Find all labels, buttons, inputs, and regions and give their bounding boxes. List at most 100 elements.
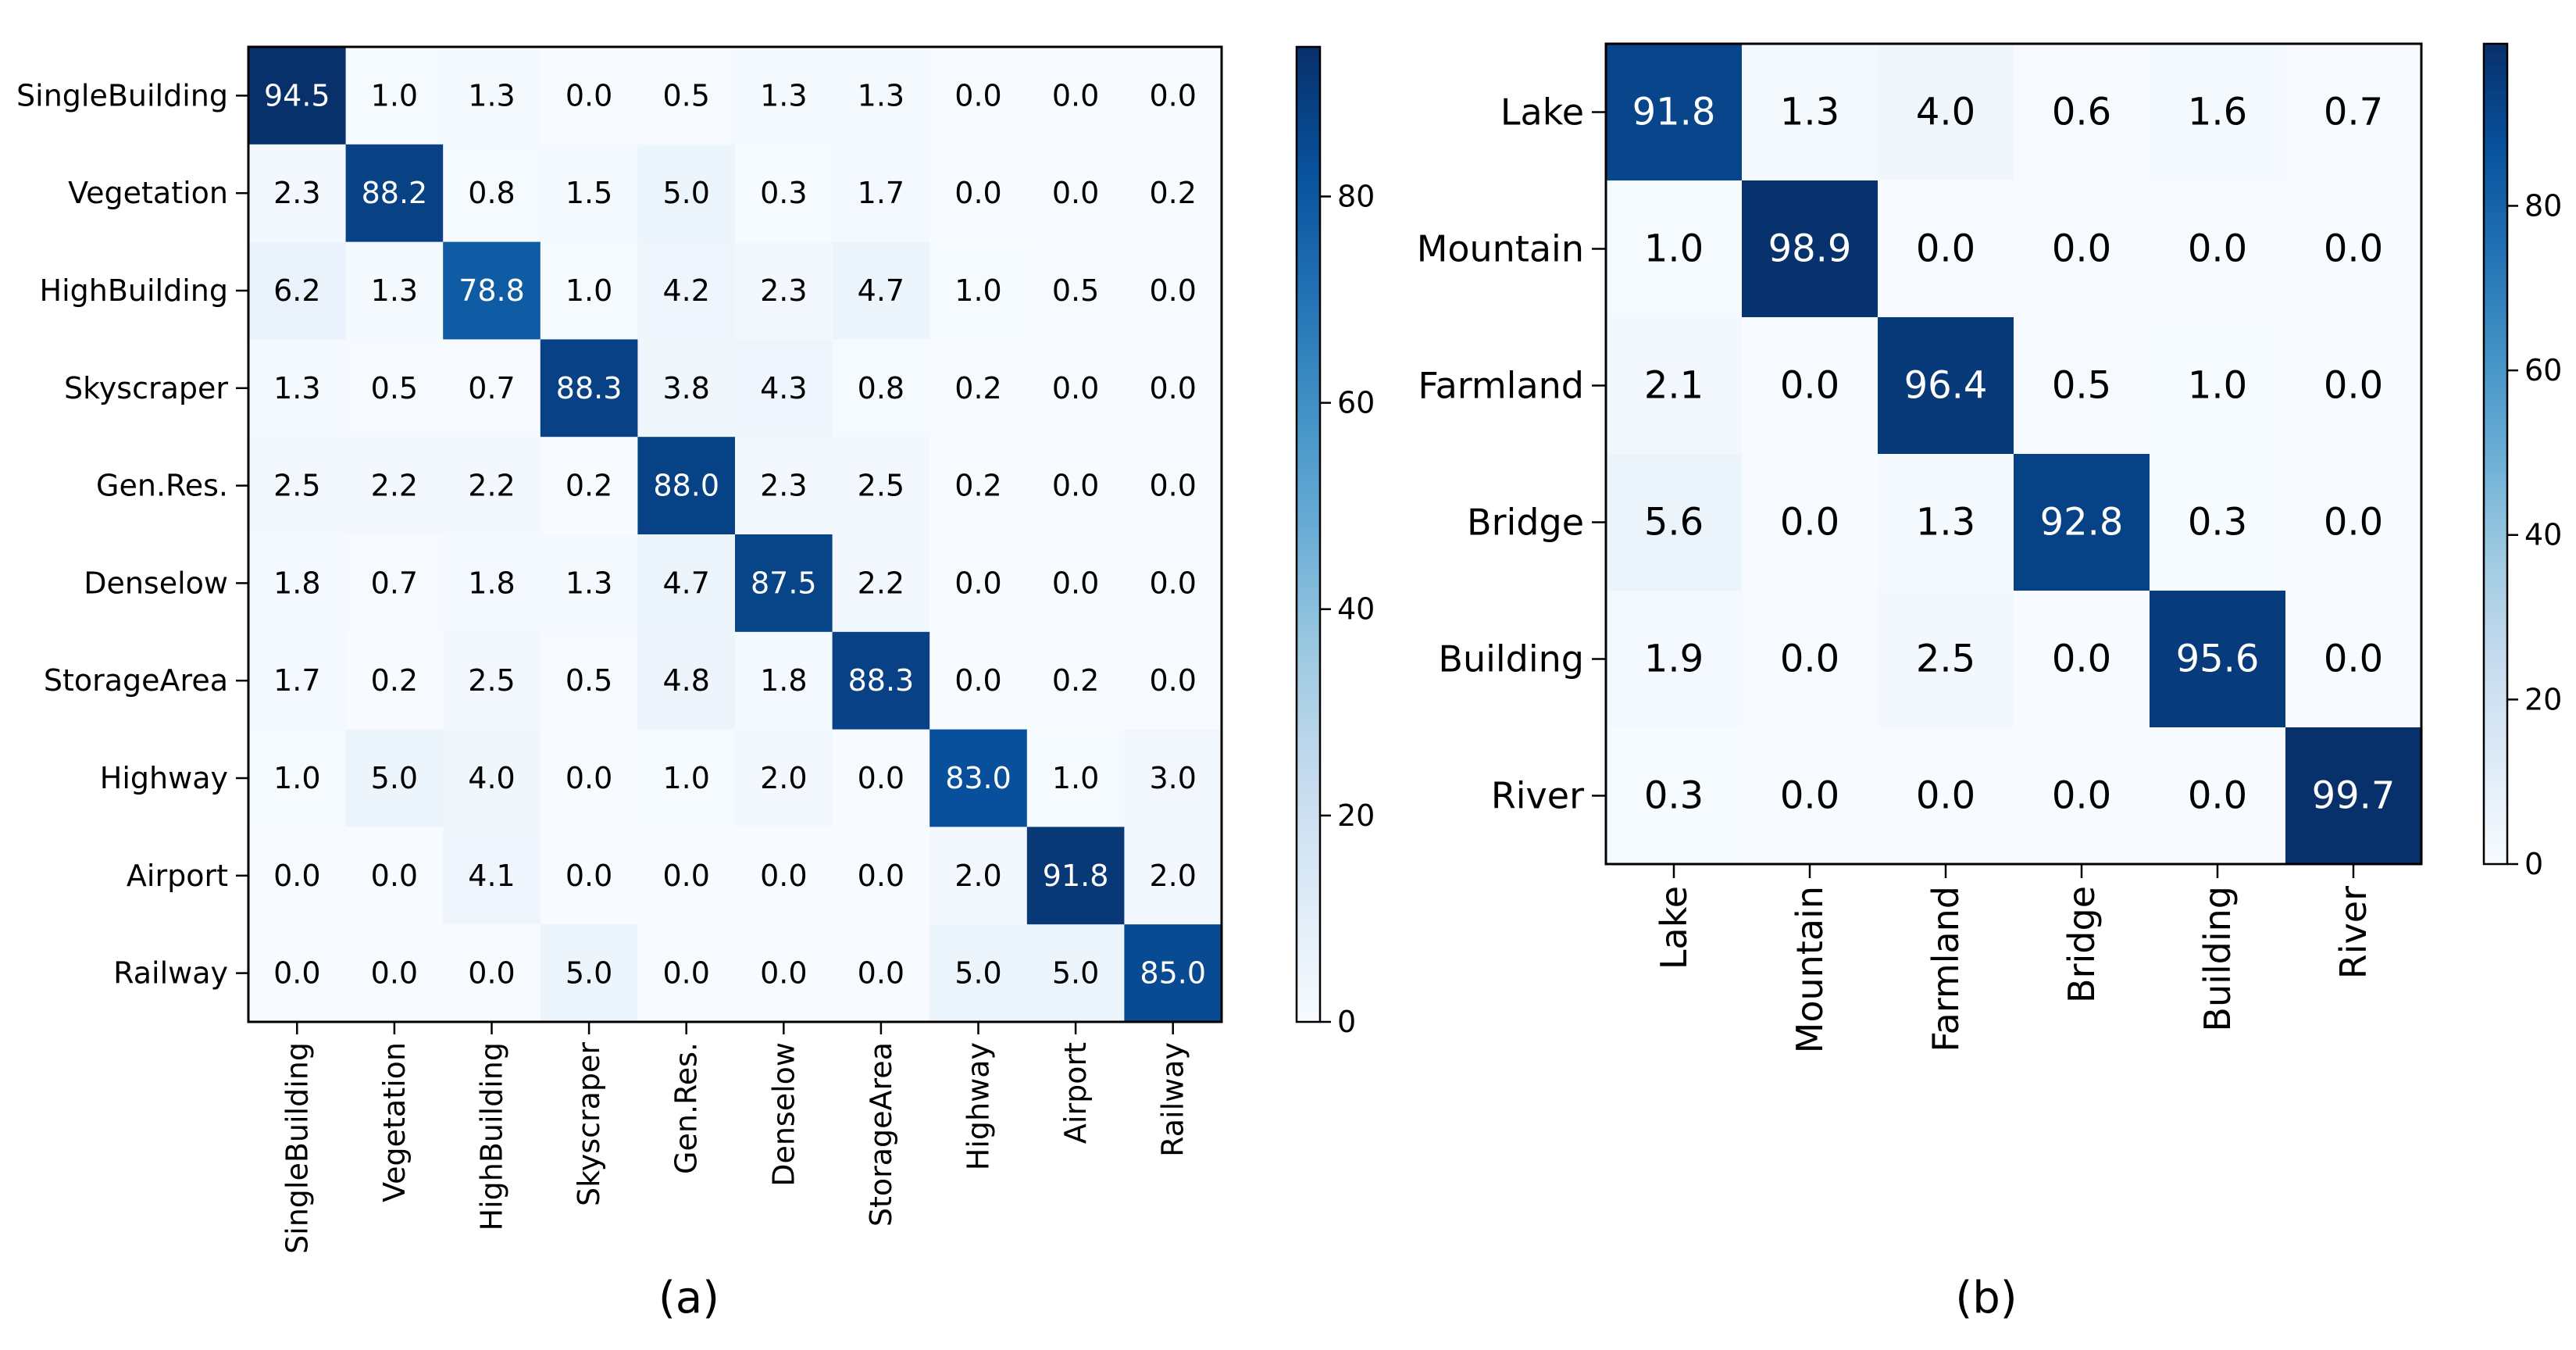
heatmap-cell [1026,339,1125,438]
heatmap-cell [443,144,541,243]
heatmap-cell [1124,241,1222,340]
cell-value-label: 0.0 [566,78,612,112]
heatmap-cell [1878,591,2014,728]
cell-value-label: 4.0 [468,761,515,795]
y-tick-label-storagearea: StorageArea [44,663,228,698]
heatmap-cell [345,241,444,340]
heatmap-cell [443,729,541,827]
cell-value-label: 4.0 [1916,91,1975,134]
y-tick-label-airport: Airport [127,859,228,893]
heatmap-cell [1124,729,1222,827]
heatmap-cell [1742,591,1878,728]
cell-value-label: 2.3 [760,469,807,503]
y-tick-label-skyscraper: Skyscraper [64,371,228,405]
heatmap-cell [929,534,1028,633]
heatmap-cell [735,631,833,730]
heatmap-cell [2014,44,2150,181]
cell-value-label: 0.0 [662,859,709,893]
cell-value-label: 0.0 [2052,638,2111,681]
cell-value-label: 1.0 [2188,364,2247,408]
cell-value-label: 0.0 [1149,663,1196,698]
heatmap-cell [540,437,638,535]
confusion-matrix-a: 94.5 1.0 1.3 0.0 0.5 1.3 1.3 0.0 0.0 0.0 2.3 88.2 0.… [16,45,1223,1254]
heatmap-cell [929,437,1028,535]
cell-value-label: 1.8 [468,566,515,600]
heatmap-cell [735,924,833,1023]
heatmap-cell [248,47,347,145]
cell-value-label: 0.7 [2324,91,2383,134]
heatmap-cell [443,47,541,145]
heatmap-cell [1124,827,1222,925]
cell-value-label: 5.6 [1644,501,1704,545]
cell-value-label: 88.3 [556,371,623,405]
cell-value-label: 5.0 [1052,956,1099,991]
cell-value-label: 0.0 [1780,501,1839,545]
cell-value-label: 2.1 [1644,364,1704,408]
cell-value-label: 0.2 [1052,663,1099,698]
heatmap-cell [929,241,1028,340]
cell-value-label: 2.2 [371,469,418,503]
cell-value-label: 2.5 [273,469,320,503]
cell-value-label: 0.2 [954,371,1001,405]
cell-value-label: 0.0 [954,78,1001,112]
heatmap-cell [1742,317,1878,455]
heatmap-cell [2014,591,2150,728]
heatmap-cell [735,534,833,633]
heatmap-cell [1606,727,1743,865]
cell-value-label: 91.8 [1632,91,1716,134]
heatmap-cell [1026,534,1125,633]
cell-value-label: 0.0 [2324,227,2383,271]
cell-value-label: 0.3 [2188,501,2247,545]
cell-value-label: 0.0 [760,956,807,991]
cell-value-label: 87.5 [751,566,817,600]
cell-value-label: 4.1 [468,859,515,893]
heatmap-cell [929,924,1028,1023]
cell-value-label: 0.2 [954,469,1001,503]
heatmap-cell [1878,727,2014,865]
cell-value-label: 85.0 [1140,956,1206,991]
cell-value-label: 2.0 [1149,859,1196,893]
y-tick-label-river: River [1491,775,1584,817]
heatmap-cell [1124,339,1222,438]
heatmap-cell [2150,727,2286,865]
heatmap-cell [832,924,930,1023]
cell-value-label: 1.8 [273,566,320,600]
cell-value-label: 0.5 [662,78,709,112]
cell-value-label: 0.0 [566,859,612,893]
cell-value-label: 0.0 [1052,371,1099,405]
heatmap-cell [1606,180,1743,318]
cell-value-label: 0.0 [1916,774,1975,818]
y-tick-label-bridge: Bridge [1467,502,1584,544]
cell-value-label: 1.0 [273,761,320,795]
heatmap-cell [637,631,736,730]
heatmap-cell [735,729,833,827]
cell-value-label: 0.0 [858,859,904,893]
colorbar-tick-label: 80 [1337,179,1375,213]
heatmap-cell [443,631,541,730]
heatmap-cell [540,729,638,827]
colorbar-tick-label: 40 [2524,518,2562,552]
cell-value-label: 0.0 [468,956,515,991]
heatmap-cell [2014,317,2150,455]
y-tick-label-highway: Highway [100,761,228,795]
x-tick-label-railway: Railway [1156,1042,1190,1157]
cell-value-label: 3.0 [1149,761,1196,795]
heatmap-cell [540,144,638,243]
heatmap-cell [1124,47,1222,145]
cell-value-label: 1.6 [2188,91,2247,134]
heatmap-cell [1124,437,1222,535]
cell-value-label: 0.0 [1052,78,1099,112]
cell-value-label: 1.0 [371,78,418,112]
cell-value-label: 0.0 [858,956,904,991]
heatmap-cell [832,144,930,243]
colorbar-tick-label: 0 [1337,1005,1356,1039]
cell-value-label: 0.5 [566,663,612,698]
cell-value-label: 1.3 [566,566,612,600]
cell-value-label: 1.3 [760,78,807,112]
heatmap-cell [248,827,347,925]
cell-value-label: 4.2 [662,273,709,308]
cell-value-label: 6.2 [273,273,320,308]
y-tick-label-vegetation: Vegetation [68,176,228,210]
cell-value-label: 96.4 [1904,364,1988,408]
cell-value-label: 0.0 [1149,78,1196,112]
